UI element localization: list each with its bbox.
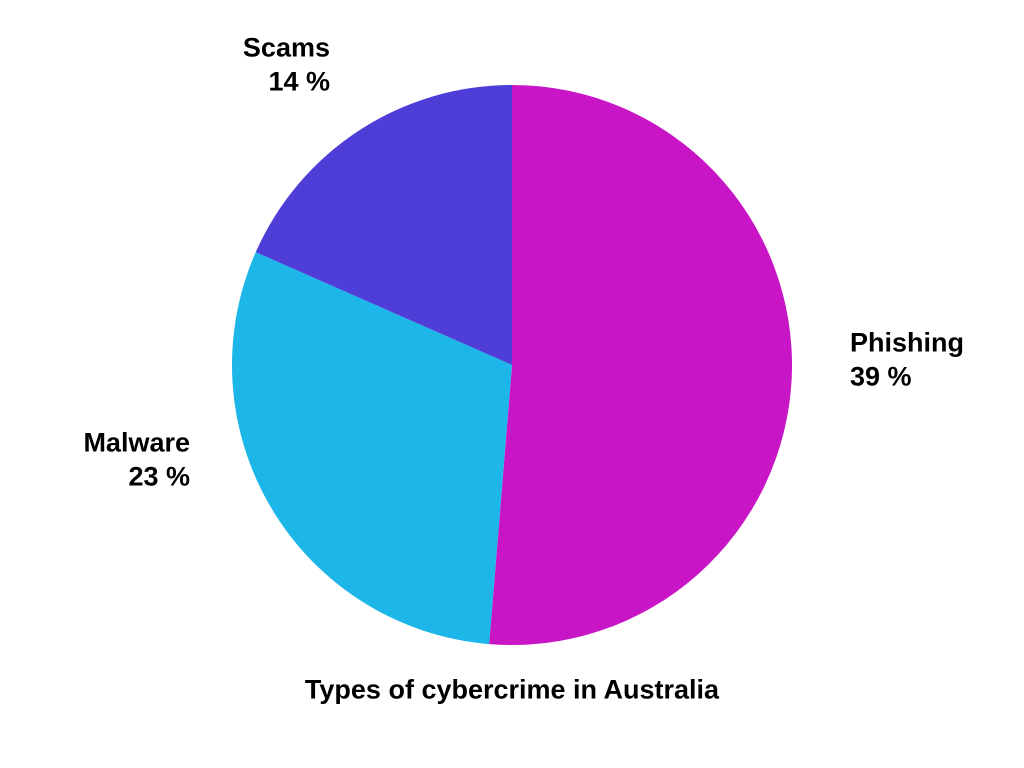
label-malware: Malware 23 % xyxy=(83,426,190,494)
pie-chart xyxy=(232,85,792,645)
pie-slice-phishing xyxy=(489,85,792,645)
label-malware-value: 23 % xyxy=(83,460,190,494)
label-scams-value: 14 % xyxy=(243,65,330,99)
chart-stage: Phishing 39 % Malware 23 % Scams 14 % Ty… xyxy=(0,0,1024,768)
label-malware-name: Malware xyxy=(83,426,190,460)
label-phishing-name: Phishing xyxy=(850,326,964,360)
label-scams: Scams 14 % xyxy=(243,31,330,99)
label-phishing-value: 39 % xyxy=(850,360,964,394)
chart-title: Types of cybercrime in Australia xyxy=(305,675,719,706)
label-scams-name: Scams xyxy=(243,31,330,65)
label-phishing: Phishing 39 % xyxy=(850,326,964,394)
